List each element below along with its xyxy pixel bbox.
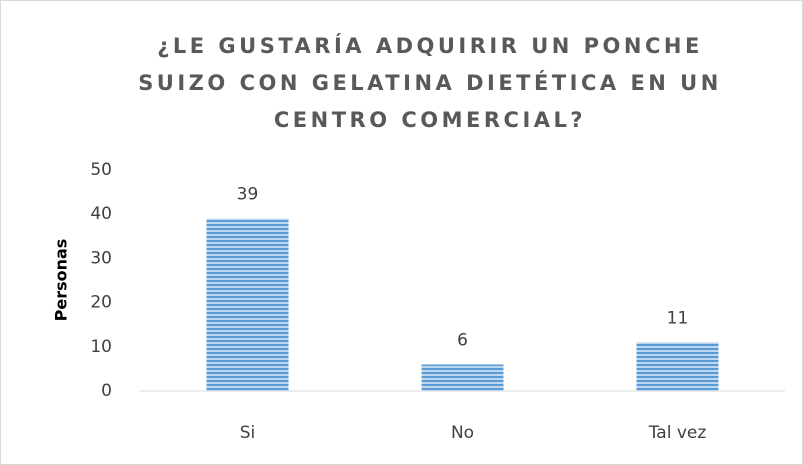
chart-title: CENTRO COMERCIAL? — [274, 108, 586, 132]
chart-title: ¿LE GUSTARÍA ADQUIRIR UN PONCHE — [157, 33, 703, 58]
y-axis-label: Personas — [52, 239, 71, 322]
data-label: 39 — [237, 185, 259, 205]
x-tick-label: No — [451, 423, 474, 443]
y-tick-label: 10 — [90, 337, 112, 357]
bar — [421, 364, 504, 391]
y-tick-label: 20 — [90, 293, 112, 313]
y-tick-label: 50 — [90, 160, 112, 180]
y-tick-label: 40 — [90, 204, 112, 224]
bar — [206, 218, 289, 391]
x-tick-label: Tal vez — [648, 423, 707, 443]
data-label: 11 — [667, 308, 689, 328]
bar — [636, 342, 719, 391]
y-tick-label: 30 — [90, 248, 112, 268]
chart-title: SUIZO CON GELATINA DIETÉTICA EN UN — [138, 70, 722, 95]
x-tick-label: Si — [240, 423, 256, 443]
y-tick-label: 0 — [101, 381, 112, 401]
data-label: 6 — [457, 330, 468, 350]
